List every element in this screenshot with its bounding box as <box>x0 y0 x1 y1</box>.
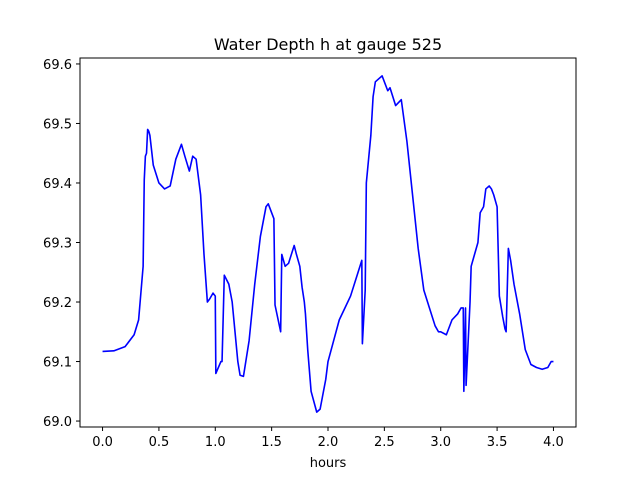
y-tick-label: 69.6 <box>43 58 72 73</box>
x-tick-label: 2.0 <box>318 435 339 450</box>
x-tick-label: 2.5 <box>374 435 395 450</box>
x-tick-label: 3.0 <box>430 435 451 450</box>
y-tick-label: 69.5 <box>43 117 72 132</box>
x-tick-label: 3.5 <box>487 435 508 450</box>
y-axis: 69.0 69.1 69.2 69.3 69.4 69.5 69.6 <box>43 58 80 430</box>
x-tick-label: 1.0 <box>205 435 226 450</box>
plot-area-frame <box>79 57 577 428</box>
x-axis-label: hours <box>310 456 347 471</box>
x-tick-label: 1.5 <box>261 435 282 450</box>
y-tick-label: 69.3 <box>43 237 72 252</box>
x-axis: 0.0 0.5 1.0 1.5 2.0 2.5 3.0 3.5 4.0 <box>92 427 564 450</box>
x-tick-label: 4.0 <box>543 435 564 450</box>
y-tick-label: 69.0 <box>43 415 72 430</box>
y-tick-label: 69.1 <box>43 356 72 371</box>
series-line <box>102 75 554 413</box>
y-tick-label: 69.2 <box>43 296 72 311</box>
x-tick-label: 0.5 <box>149 435 170 450</box>
chart-title: Water Depth h at gauge 525 <box>214 35 442 54</box>
y-tick-label: 69.4 <box>43 177 72 192</box>
x-tick-label: 0.0 <box>92 435 113 450</box>
